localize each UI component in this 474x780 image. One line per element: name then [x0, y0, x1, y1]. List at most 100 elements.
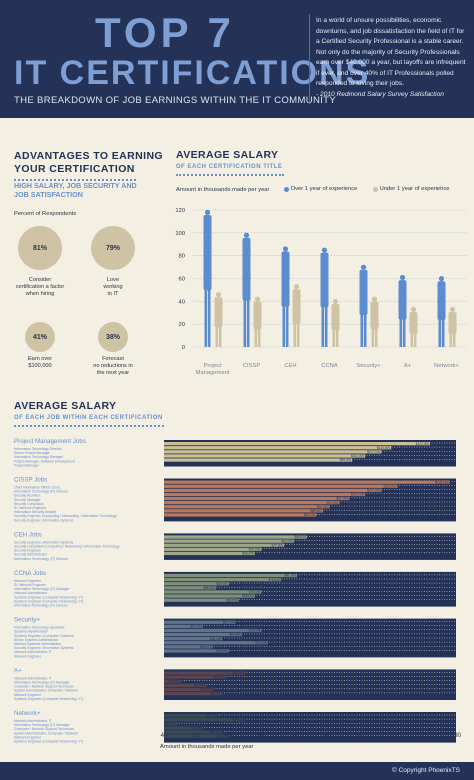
- job-title-label: Systems Engineer (Computer Networking / …: [14, 697, 83, 701]
- bar-under-1yr-head: [410, 306, 417, 313]
- job-salary-bar: [164, 442, 431, 446]
- job-title-label: Systems Engineer (Computer Networking / …: [14, 595, 83, 599]
- stat-label-love-it-line: working: [103, 284, 123, 290]
- x-axis-tick-label: 120: [419, 733, 430, 739]
- job-value-label: $55,000: [200, 688, 212, 692]
- bar-over-1yr-body: [359, 269, 368, 316]
- x-tick-label: CEH: [284, 363, 296, 369]
- job-title-label: Project Manager, Software Development: [14, 459, 75, 463]
- advantages-title-underline: [14, 179, 136, 181]
- advantages-title: ADVANTAGES TO EARNING YOUR CERTIFICATION: [14, 150, 163, 176]
- bar-over-1yr-head: [321, 247, 328, 253]
- bar-over-1yr-head: [399, 274, 406, 281]
- bar-under-1yr-leg-left: [410, 332, 414, 347]
- bar-over-1yr-leg-right: [285, 301, 289, 347]
- x-tick-label: A+: [404, 363, 412, 369]
- bar-under-1yr-head: [332, 298, 339, 305]
- avg-salary-underline: [176, 174, 284, 176]
- bar-under-1yr-leg-right: [218, 324, 222, 347]
- job-salary-bar: [164, 535, 307, 539]
- bar-under-1yr-leg-left: [215, 324, 219, 347]
- bar-under-1yr-leg-left: [371, 326, 375, 347]
- job-salary-bar: [164, 488, 382, 492]
- footer-copyright: © Copyright PhoenixTS: [391, 767, 460, 774]
- bar-over-1yr-leg-right: [246, 294, 250, 347]
- main-subtitle: THE BREAKDOWN OF JOB EARNINGS WITHIN THE…: [14, 95, 337, 106]
- y-tick-label: 120: [175, 208, 185, 214]
- advantages-subtitle-line1: HIGH SALARY, JOB SECURITY AND: [14, 181, 137, 190]
- bar-under-1yr-leg-left: [293, 320, 297, 347]
- job-salary-bar: [164, 578, 281, 582]
- job-value-label: $68,000: [242, 552, 254, 556]
- bar-over-1yr-head: [282, 246, 289, 252]
- y-tick-label: 60: [179, 277, 185, 283]
- y-tick-label: 0: [182, 345, 185, 351]
- job-salary-bar: [164, 586, 216, 590]
- job-salary-bar: [164, 641, 268, 645]
- bar-under-1yr: [409, 306, 418, 347]
- job-value-label: $76,000: [268, 578, 280, 582]
- job-title-label: Information Technology (IT) Director: [14, 490, 69, 494]
- job-salary-bar: [164, 637, 223, 641]
- stat-label-no-reductions-line: no reductions in: [93, 363, 133, 369]
- x-axis-tick-label: 130: [451, 733, 462, 739]
- x-axis-tick-label: 90: [323, 733, 330, 739]
- job-title-label: Senior Systems Administrator: [14, 638, 59, 642]
- y-tick-label: 100: [175, 231, 185, 237]
- job-salary-bar: [164, 734, 229, 738]
- job-value-label: $64,000: [229, 633, 241, 637]
- job-value-label: $68,000: [242, 594, 254, 598]
- advantages-subtitle: HIGH SALARY, JOB SECURITY AND JOB SATISF…: [14, 181, 137, 199]
- y-tick-label: 40: [179, 299, 185, 305]
- job-title-label: Security Manager: [14, 498, 41, 502]
- bar-under-1yr: [253, 296, 262, 347]
- job-value-label: $65,000: [233, 718, 245, 722]
- job-title-label: Computer / Network Support Technician: [14, 685, 74, 689]
- job-value-label: $102,000: [351, 493, 365, 497]
- job-salary-bar: [164, 450, 382, 454]
- job-title-label: Network Engineer: [14, 693, 42, 697]
- stat-label-over-100k: Earn over $100,000: [4, 356, 76, 370]
- stat-label-no-reductions: Forecast no reductions in the next year: [75, 356, 151, 377]
- job-value-label: $53,000: [194, 684, 206, 688]
- bar-over-1yr: [320, 247, 329, 347]
- bar-under-1yr-body: [370, 301, 379, 330]
- job-value-label: $112,000: [384, 484, 397, 488]
- job-value-label: $94,000: [327, 501, 339, 505]
- job-value-label: $45,000: [168, 679, 180, 683]
- bar-under-1yr: [448, 306, 457, 347]
- bar-under-1yr-leg-left: [332, 328, 336, 347]
- bar-under-1yr-leg-right: [374, 326, 378, 347]
- bar-under-1yr-leg-right: [257, 326, 261, 347]
- job-value-label: $97,000: [336, 497, 348, 501]
- bar-under-1yr: [214, 292, 223, 347]
- advantages-title-line2: YOUR CERTIFICATION: [14, 163, 135, 175]
- job-value-label: $84,000: [294, 535, 306, 539]
- bar-under-1yr-leg-right: [296, 320, 300, 347]
- bar-over-1yr-leg-left: [438, 316, 442, 347]
- job-value-label: $52,000: [190, 625, 202, 629]
- job-title-label: Security Engineer, Information Systems: [14, 646, 74, 650]
- job-salary-bar: [164, 683, 207, 687]
- job-salary-underline: [14, 425, 164, 427]
- job-salary-bar: [164, 573, 298, 578]
- job-value-label: $58,000: [210, 692, 222, 696]
- job-title-label: Sr. Network Engineer: [14, 583, 47, 587]
- x-axis-tick-label: 60: [226, 733, 233, 739]
- job-value-label: $56,000: [203, 586, 215, 590]
- bar-under-1yr: [370, 296, 379, 347]
- job-title-label: Systems Engineer (Computer Networking / …: [14, 599, 83, 603]
- bar-under-1yr-body: [292, 289, 301, 324]
- x-axis-tick-label: 110: [386, 733, 396, 739]
- job-title-label: Information Technology (IT) Manager: [14, 587, 70, 591]
- avg-salary-unit-note: Amount in thousands made per year: [176, 187, 270, 193]
- job-title-label: Network Engineer: [14, 735, 42, 739]
- job-group-label: Security+: [14, 617, 40, 624]
- job-value-label: $102,000: [351, 454, 365, 458]
- job-value-label: $70,000: [249, 590, 261, 594]
- bar-over-1yr-leg-right: [324, 302, 328, 347]
- job-group-label: CEH Jobs: [14, 531, 42, 538]
- job-value-label: $60,000: [216, 649, 228, 653]
- job-title-label: Security Consultant: [14, 502, 43, 506]
- stat-label-hiring-line: certification a factor: [15, 284, 65, 290]
